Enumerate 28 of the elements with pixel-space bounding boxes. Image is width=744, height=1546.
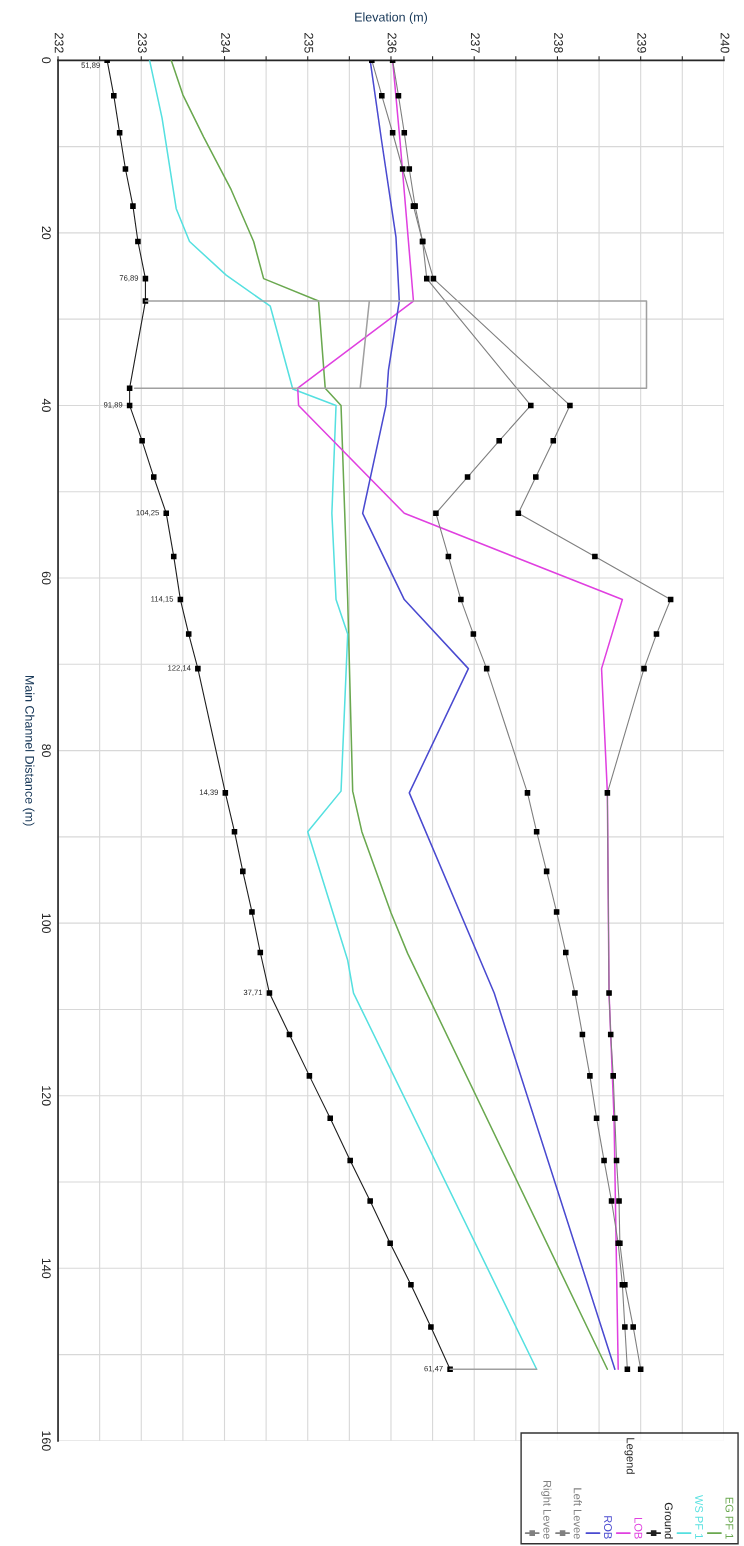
- text: Ground: [664, 1502, 673, 1539]
- y-tick-label: 20: [41, 226, 51, 240]
- y-tick-label: 140: [41, 1258, 51, 1279]
- y-tick-label: 160: [41, 1431, 51, 1451]
- x-tick-label: 237: [470, 33, 480, 53]
- y-tick-label: 60: [41, 571, 51, 585]
- x-tick-label: 232: [54, 33, 64, 53]
- y-tick-label: 0: [41, 57, 51, 64]
- text: WS PF 1: [695, 1494, 703, 1539]
- y-tick-label: 80: [41, 744, 51, 758]
- y-tick-label: 100: [41, 913, 51, 934]
- x-tick-label: 235: [304, 33, 314, 53]
- x-tick-label: 239: [637, 33, 647, 53]
- legend-title: Legend: [624, 1438, 635, 1474]
- x-axis-title: Elevation (m): [355, 12, 428, 24]
- legend-label: ROB: [604, 1516, 612, 1539]
- text: Left Levee: [573, 1488, 582, 1539]
- x-tick-label: 238: [554, 33, 563, 53]
- y-tick-label: 120: [41, 1086, 51, 1106]
- legend-label: LOB: [634, 1518, 643, 1539]
- x-tick-label: 233: [137, 33, 147, 53]
- x-tick-label: 234: [221, 33, 230, 53]
- x-tick-label: 240: [720, 33, 730, 53]
- text: EG PF 1: [725, 1497, 734, 1539]
- text: Right Levee: [541, 1480, 552, 1539]
- y-tick-label: 40: [41, 398, 51, 412]
- x-tick-label: 236: [387, 33, 397, 53]
- y-axis-title: Main Channel Distance (m): [22, 675, 35, 826]
